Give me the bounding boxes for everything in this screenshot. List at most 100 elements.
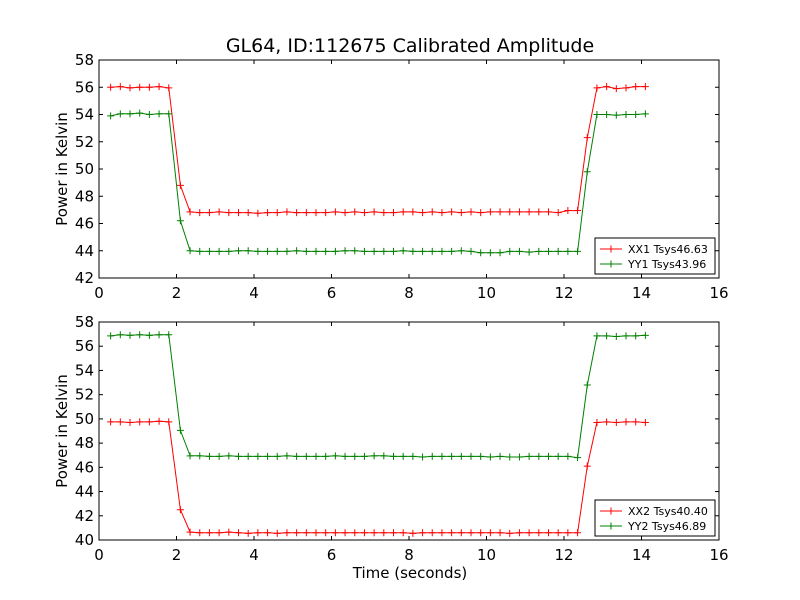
bottom-y-axis-label: Power in Kelvin — [53, 374, 71, 488]
top-series-1-point — [225, 209, 233, 217]
top-series-2-point — [583, 168, 591, 176]
top-legend-label-1: XX1 Tsys46.63 — [628, 243, 708, 256]
top-series-2-point — [196, 247, 204, 255]
bottom-series-1-point — [176, 506, 184, 514]
top-x-tick-label: 10 — [477, 284, 496, 302]
bottom-series-1-point — [380, 529, 388, 537]
bottom-series-2-point — [273, 452, 281, 460]
bottom-series-1-point — [545, 529, 552, 537]
bottom-series-2-point — [486, 453, 494, 461]
top-series-2-point — [380, 247, 388, 255]
top-series-2-point — [107, 112, 115, 120]
bottom-series-1-point — [351, 529, 359, 537]
bottom-series-1-point — [370, 529, 378, 537]
bottom-series-1-point — [254, 529, 262, 537]
top-series-1-point — [273, 209, 281, 217]
top-series-2-point — [145, 111, 153, 118]
top-series-2-point — [176, 217, 184, 225]
top-series-1-point — [360, 209, 368, 217]
bottom-series-2-point — [155, 331, 163, 339]
top-series-1-point — [145, 83, 153, 91]
bottom-series-1-point — [438, 529, 446, 537]
top-legend-marker-2 — [607, 260, 615, 268]
top-legend-marker-1 — [607, 245, 615, 253]
top-series-1-point — [107, 83, 115, 91]
top-series-2-point — [564, 247, 572, 255]
bottom-x-tick-label: 2 — [172, 546, 182, 564]
top-series-2-point — [574, 247, 582, 255]
bottom-series-2-point — [496, 452, 504, 460]
top-x-tick-label: 0 — [94, 284, 104, 302]
bottom-legend-label-2: YY2 Tsys46.89 — [627, 520, 706, 533]
bottom-series-1-point — [525, 529, 533, 537]
top-series-1-point — [380, 209, 388, 217]
top-series-1-point — [254, 209, 262, 217]
bottom-series-2-point — [186, 452, 194, 460]
top-series-1-point — [477, 209, 485, 217]
top-y-tick-label: 54 — [75, 106, 94, 124]
bottom-y-tick-label: 44 — [75, 483, 94, 501]
bottom-series-2-point — [448, 452, 456, 460]
top-series-2-point — [235, 247, 242, 255]
bottom-series-2-point — [457, 452, 465, 460]
top-series-2-point — [477, 249, 485, 257]
bottom-y-tick-label: 58 — [75, 313, 94, 331]
top-legend — [594, 237, 716, 275]
bottom-series-2-point — [506, 453, 514, 461]
bottom-series-1-point — [428, 529, 436, 537]
bottom-series-1-point — [515, 529, 523, 537]
bottom-series-1-point — [477, 529, 485, 537]
bottom-x-tick-label: 10 — [477, 546, 496, 564]
bottom-legend — [594, 499, 716, 537]
top-y-axis-label: Power in Kelvin — [53, 112, 71, 226]
top-series-2-point — [331, 247, 339, 255]
top-series-2-point — [312, 247, 320, 255]
bottom-series-2-point — [438, 452, 446, 460]
bottom-series-1-point — [564, 529, 572, 537]
bottom-series-1-point — [322, 529, 330, 537]
bottom-series-1-point — [312, 529, 320, 537]
top-series-1-point — [603, 83, 611, 91]
bottom-series-2-point — [622, 332, 630, 340]
top-series-2-point — [641, 110, 649, 118]
top-y-tick-label: 50 — [75, 160, 94, 178]
bottom-series-1-point — [506, 529, 514, 537]
top-series-1-point — [399, 208, 407, 216]
top-series-2-point — [322, 247, 330, 255]
bottom-series-2-point — [331, 452, 339, 460]
top-series-1-point — [467, 208, 475, 216]
bottom-series-1-point — [603, 418, 611, 426]
bottom-x-tick-label: 4 — [249, 546, 259, 564]
bottom-series-2-point — [390, 452, 397, 460]
top-series-1-point — [448, 208, 456, 216]
bottom-series-1-point — [419, 529, 427, 537]
bottom-series-2-point — [467, 452, 475, 460]
bottom-series-2-point — [165, 331, 173, 339]
x-axis-label: Time (seconds) — [352, 564, 468, 582]
bottom-series-1-point — [399, 529, 407, 537]
top-series-2-point — [225, 247, 233, 255]
bottom-series-2-point — [351, 452, 359, 460]
top-series-2-point — [126, 110, 134, 118]
top-series-1-point — [312, 209, 320, 217]
top-series-2-point — [409, 247, 417, 255]
bottom-series-1-point — [107, 418, 115, 426]
bottom-series-2-point — [107, 332, 115, 340]
top-series-2-point — [467, 247, 475, 255]
bottom-series-2-point — [136, 331, 144, 339]
bottom-series-2-point — [564, 452, 572, 460]
bottom-series-1-point — [244, 529, 252, 537]
bottom-series-1-point — [390, 529, 397, 537]
top-series-1-point — [341, 209, 349, 217]
bottom-series-1-point — [126, 419, 134, 427]
top-series-1-point — [205, 209, 213, 217]
bottom-x-tick-label: 16 — [709, 546, 728, 564]
top-series-2-point — [165, 110, 173, 118]
bottom-series-2-point — [612, 333, 620, 341]
bottom-series-1-point — [273, 529, 281, 537]
bottom-series-2-point — [574, 454, 582, 462]
top-y-tick-label: 46 — [75, 215, 94, 233]
bottom-series-2-point — [593, 332, 601, 340]
bottom-series-2-point — [126, 331, 134, 339]
